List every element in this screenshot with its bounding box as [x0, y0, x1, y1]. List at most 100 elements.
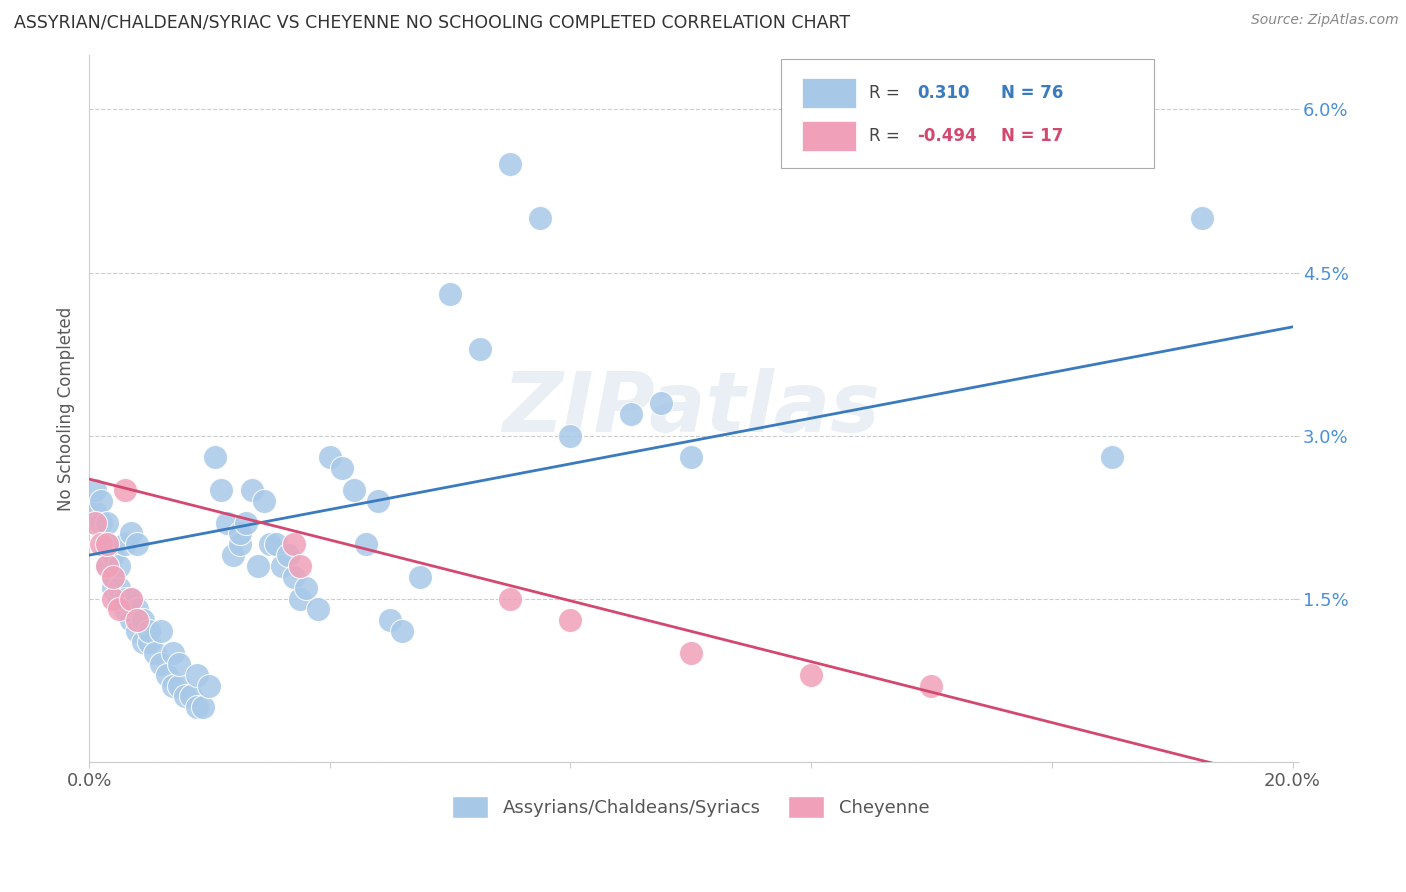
- Point: [1191, 211, 1213, 226]
- Point: [169, 657, 191, 671]
- Point: [921, 679, 943, 693]
- Point: [90, 493, 112, 508]
- Point: [228, 537, 250, 551]
- Point: [499, 591, 522, 606]
- Point: [529, 211, 551, 226]
- Point: [228, 526, 250, 541]
- Text: 0.310: 0.310: [917, 84, 970, 103]
- Point: [120, 526, 142, 541]
- Point: [84, 516, 107, 530]
- Point: [169, 679, 191, 693]
- Point: [259, 537, 281, 551]
- Point: [101, 570, 124, 584]
- Point: [150, 657, 173, 671]
- Point: [204, 450, 226, 465]
- Point: [114, 602, 136, 616]
- Point: [211, 483, 233, 497]
- Point: [101, 570, 124, 584]
- Point: [180, 690, 202, 704]
- Point: [560, 613, 582, 627]
- Text: Source: ZipAtlas.com: Source: ZipAtlas.com: [1251, 13, 1399, 28]
- Point: [679, 450, 702, 465]
- Point: [108, 602, 131, 616]
- Point: [156, 667, 179, 681]
- Point: [108, 591, 131, 606]
- Point: [283, 570, 305, 584]
- Point: [127, 613, 149, 627]
- Point: [162, 646, 184, 660]
- Point: [620, 407, 643, 421]
- Point: [108, 559, 131, 574]
- Point: [499, 157, 522, 171]
- Point: [96, 537, 118, 551]
- Point: [132, 613, 155, 627]
- Point: [409, 570, 432, 584]
- Point: [367, 493, 389, 508]
- Point: [114, 591, 136, 606]
- Point: [198, 679, 221, 693]
- Text: ASSYRIAN/CHALDEAN/SYRIAC VS CHEYENNE NO SCHOOLING COMPLETED CORRELATION CHART: ASSYRIAN/CHALDEAN/SYRIAC VS CHEYENNE NO …: [14, 13, 851, 31]
- Point: [138, 624, 160, 639]
- Point: [143, 646, 166, 660]
- Point: [246, 559, 269, 574]
- Text: N = 76: N = 76: [1001, 84, 1064, 103]
- Point: [162, 679, 184, 693]
- Point: [96, 559, 118, 574]
- Point: [186, 667, 208, 681]
- Point: [235, 516, 257, 530]
- FancyBboxPatch shape: [801, 78, 856, 108]
- Point: [650, 396, 672, 410]
- Point: [240, 483, 263, 497]
- Point: [90, 516, 112, 530]
- Point: [174, 690, 197, 704]
- Point: [283, 537, 305, 551]
- Point: [96, 559, 118, 574]
- Point: [294, 581, 316, 595]
- Point: [96, 516, 118, 530]
- Text: R =: R =: [869, 84, 905, 103]
- Point: [264, 537, 287, 551]
- Point: [193, 700, 215, 714]
- Point: [101, 548, 124, 562]
- Point: [114, 483, 136, 497]
- Point: [288, 559, 311, 574]
- Point: [114, 537, 136, 551]
- Point: [391, 624, 413, 639]
- Point: [127, 602, 149, 616]
- FancyBboxPatch shape: [782, 59, 1154, 169]
- Point: [101, 591, 124, 606]
- Point: [319, 450, 342, 465]
- Point: [84, 505, 107, 519]
- Point: [150, 624, 173, 639]
- Point: [252, 493, 274, 508]
- Point: [120, 591, 142, 606]
- FancyBboxPatch shape: [801, 120, 856, 151]
- Text: -0.494: -0.494: [917, 127, 977, 145]
- Point: [120, 613, 142, 627]
- Legend: Assyrians/Chaldeans/Syriacs, Cheyenne: Assyrians/Chaldeans/Syriacs, Cheyenne: [446, 789, 936, 825]
- Point: [679, 646, 702, 660]
- Text: N = 17: N = 17: [1001, 127, 1064, 145]
- Point: [470, 342, 492, 356]
- Point: [108, 581, 131, 595]
- Text: ZIPatlas: ZIPatlas: [502, 368, 880, 449]
- Point: [354, 537, 377, 551]
- Point: [439, 287, 461, 301]
- Point: [138, 635, 160, 649]
- Point: [307, 602, 329, 616]
- Point: [277, 548, 299, 562]
- Point: [222, 548, 245, 562]
- Point: [378, 613, 401, 627]
- Point: [90, 537, 112, 551]
- Y-axis label: No Schooling Completed: No Schooling Completed: [58, 306, 75, 510]
- Point: [560, 428, 582, 442]
- Point: [186, 700, 208, 714]
- Point: [1101, 450, 1123, 465]
- Point: [120, 591, 142, 606]
- Point: [330, 461, 353, 475]
- Point: [343, 483, 366, 497]
- Point: [217, 516, 239, 530]
- Point: [132, 635, 155, 649]
- Point: [127, 624, 149, 639]
- Text: R =: R =: [869, 127, 905, 145]
